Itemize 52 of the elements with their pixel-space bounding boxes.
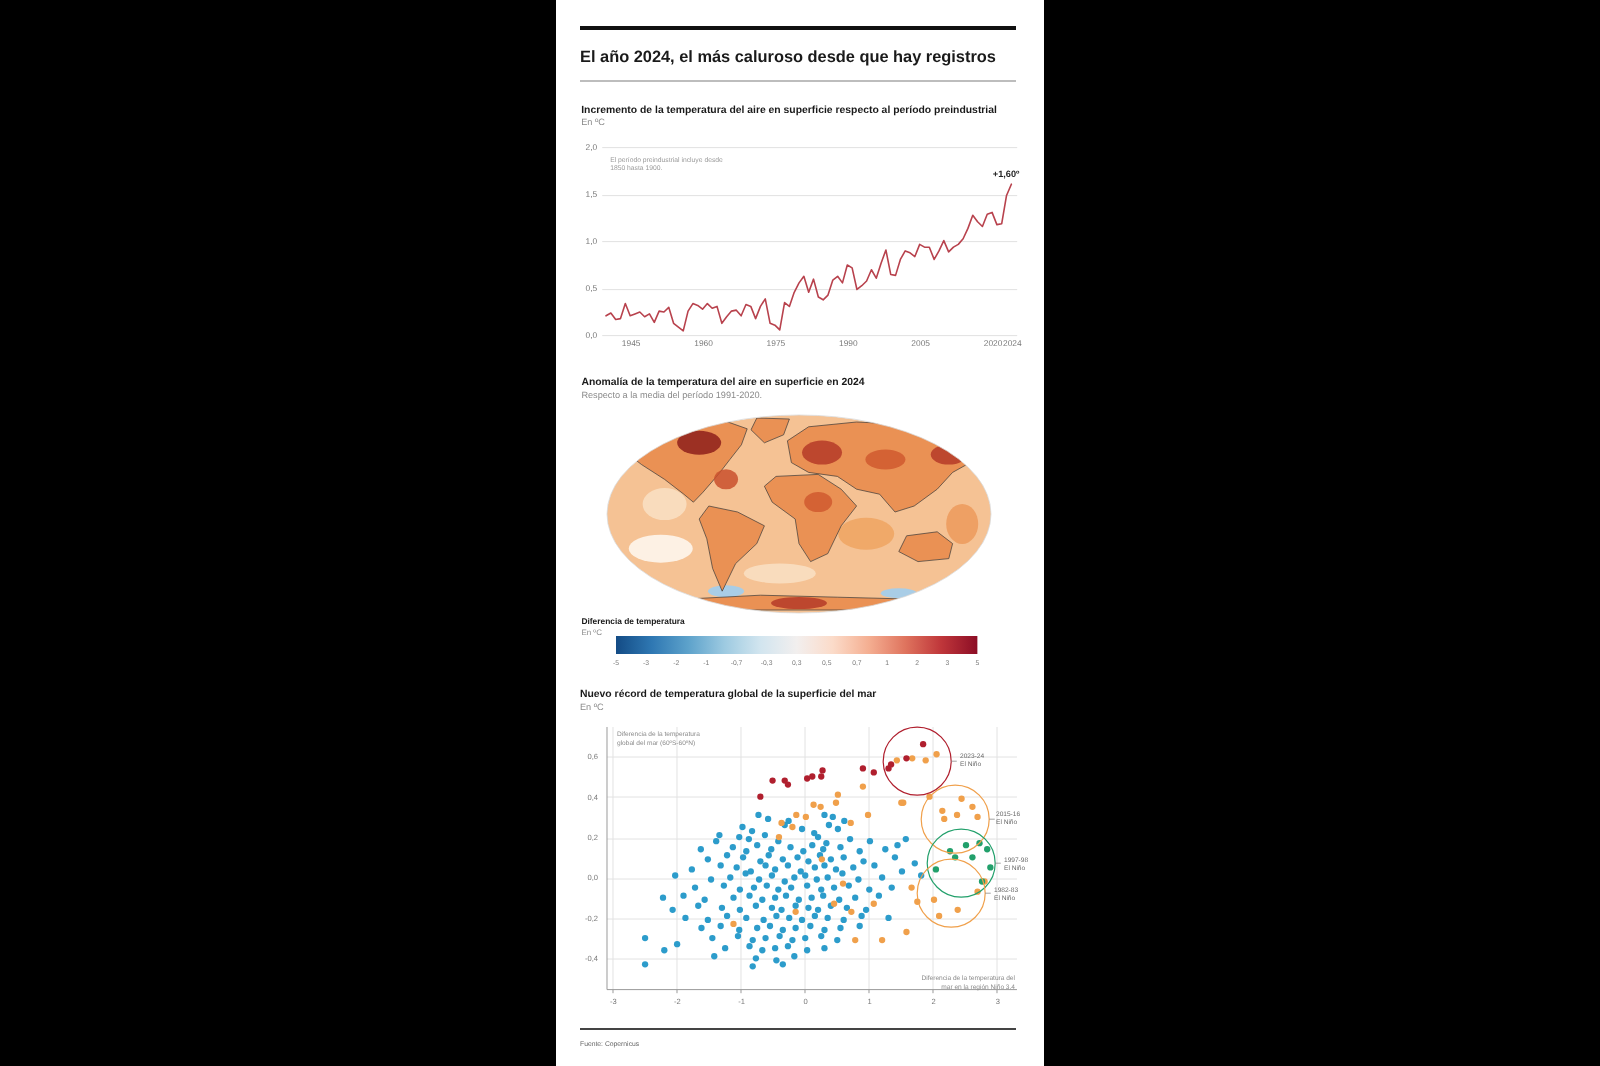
point bbox=[953, 811, 961, 819]
point bbox=[969, 803, 976, 810]
point bbox=[969, 854, 976, 861]
point bbox=[832, 799, 840, 806]
point bbox=[908, 884, 915, 891]
point bbox=[810, 801, 817, 808]
point bbox=[769, 777, 776, 784]
point bbox=[817, 803, 824, 810]
point bbox=[962, 842, 970, 849]
point bbox=[848, 908, 855, 915]
point bbox=[939, 807, 946, 814]
point bbox=[933, 751, 940, 758]
text: El año 2024, el más caluroso desde que hay registros bbox=[580, 48, 996, 69]
point bbox=[834, 791, 842, 798]
point bbox=[757, 793, 764, 800]
point bbox=[809, 773, 816, 780]
point bbox=[930, 896, 938, 903]
point bbox=[870, 769, 877, 776]
point bbox=[903, 928, 910, 936]
point bbox=[903, 755, 910, 762]
point bbox=[870, 900, 877, 907]
point bbox=[819, 767, 826, 774]
point bbox=[803, 775, 811, 782]
point bbox=[789, 823, 796, 831]
line-series bbox=[605, 183, 1013, 332]
point bbox=[935, 912, 943, 920]
point bbox=[802, 813, 810, 821]
point bbox=[922, 757, 929, 764]
point bbox=[941, 815, 948, 823]
point bbox=[847, 819, 854, 827]
point bbox=[893, 757, 900, 764]
point bbox=[974, 813, 981, 821]
point bbox=[919, 741, 927, 748]
point bbox=[887, 761, 895, 768]
point bbox=[818, 773, 825, 780]
point bbox=[932, 866, 940, 873]
point bbox=[878, 936, 886, 944]
point bbox=[792, 908, 799, 915]
point bbox=[775, 833, 783, 841]
point bbox=[909, 755, 916, 762]
point bbox=[859, 783, 867, 790]
point bbox=[958, 795, 965, 802]
point bbox=[784, 781, 792, 788]
point bbox=[984, 846, 991, 853]
point bbox=[839, 880, 847, 887]
point bbox=[987, 864, 994, 871]
point bbox=[864, 811, 872, 819]
point bbox=[852, 936, 859, 944]
point bbox=[859, 765, 867, 772]
point bbox=[793, 811, 800, 819]
point bbox=[954, 906, 961, 913]
point bbox=[730, 920, 737, 928]
